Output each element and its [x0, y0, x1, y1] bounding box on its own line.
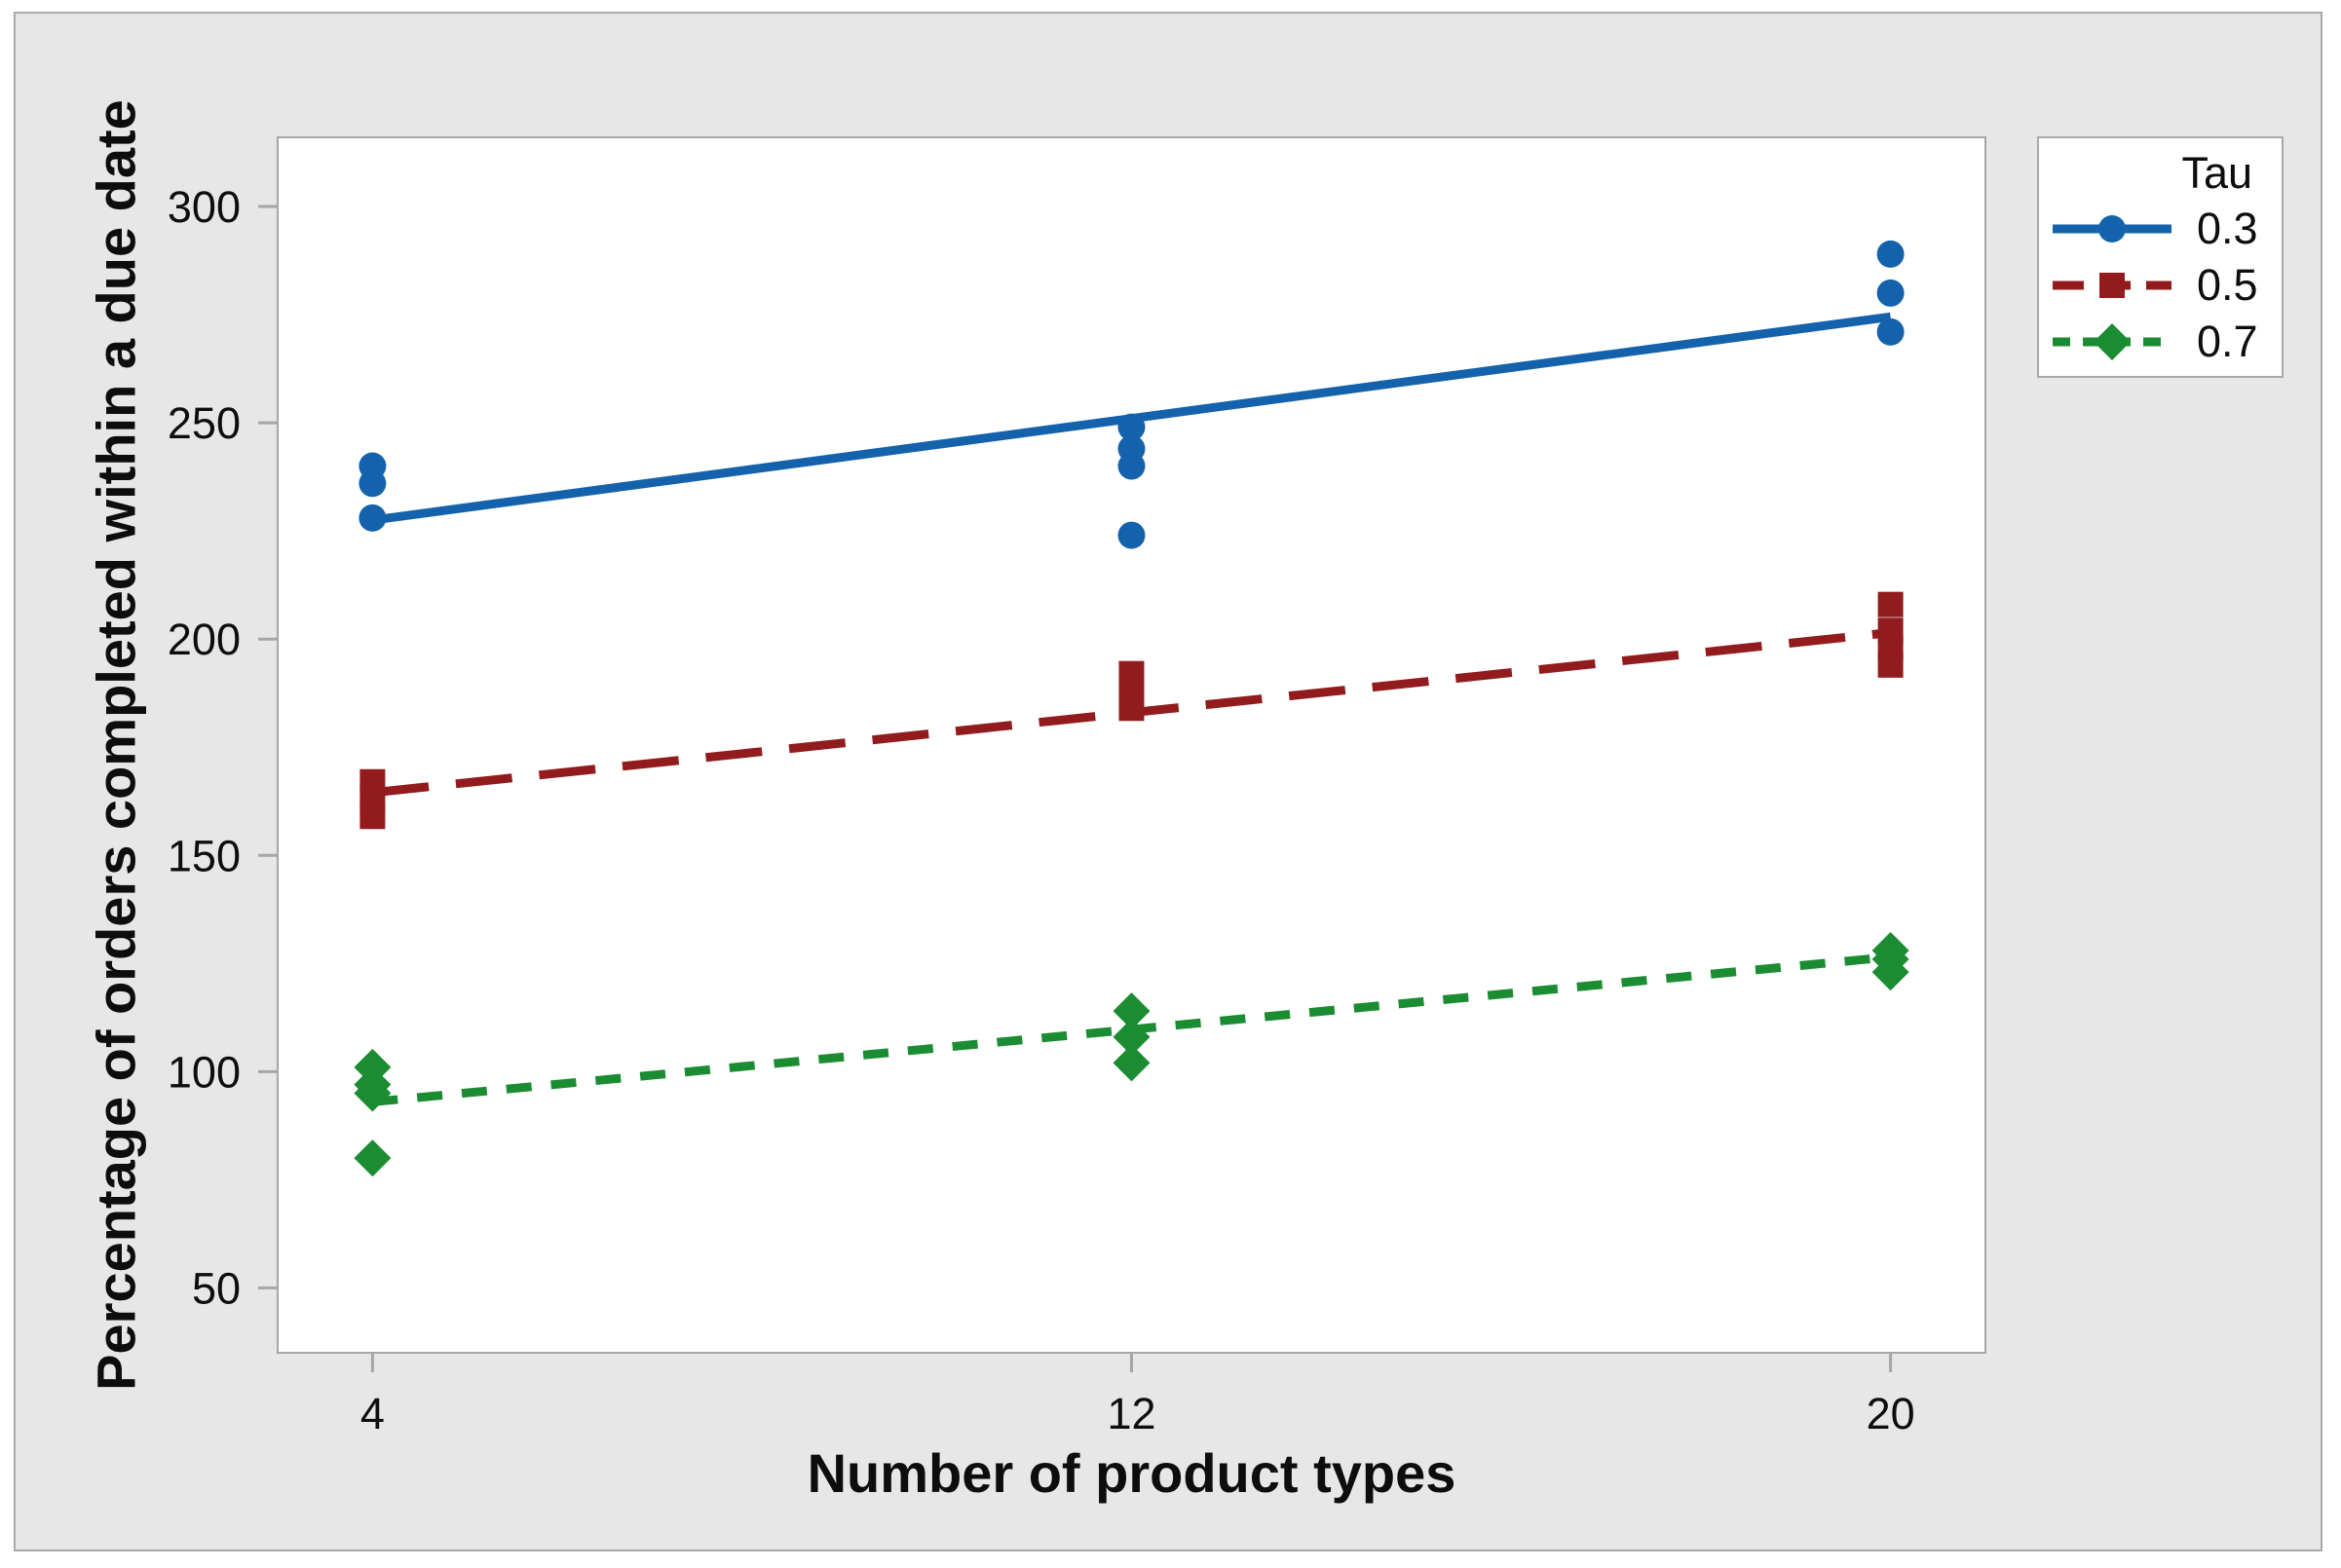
legend-title: Tau	[2181, 148, 2252, 198]
data-point-tau-0.5	[1877, 591, 1904, 617]
y-tick-label: 200	[168, 615, 241, 664]
data-point-tau-0.3	[359, 469, 387, 498]
data-point-tau-0.7	[354, 1074, 392, 1112]
data-point-tau-0.3	[1876, 279, 1905, 307]
legend-sample-marker	[2094, 323, 2131, 360]
legend-rows: 0.3 0.5 0.7	[2039, 201, 2282, 370]
data-point-tau-0.7	[354, 1139, 392, 1177]
legend-box: Tau 0.3 0.5 0.7	[2037, 136, 2284, 378]
y-tick-label: 250	[168, 398, 241, 448]
data-point-tau-0.7	[1113, 1044, 1151, 1082]
legend-line-sample	[2053, 273, 2171, 298]
y-tick-label: 300	[168, 182, 241, 232]
y-tick-label: 50	[192, 1263, 241, 1313]
legend-item-tau-0.5: 0.5	[2039, 257, 2282, 314]
data-point-tau-0.3	[1117, 413, 1146, 441]
data-point-tau-0.3	[1876, 317, 1905, 346]
chart-plot: 50 100 150 200 250 300 4 12 20	[168, 136, 1986, 1438]
figure-canvas: 50 100 150 200 250 300 4 12 20 Percentage of ord…	[14, 12, 2322, 1551]
data-point-tau-0.3	[1876, 240, 1905, 268]
x-tick-label: 4	[360, 1389, 385, 1438]
data-point-tau-0.3	[1117, 452, 1146, 480]
plot-frame	[277, 136, 1986, 1354]
data-point-tau-0.7	[1113, 1018, 1151, 1056]
data-point-tau-0.5	[359, 803, 386, 830]
legend-line-sample	[2053, 215, 2171, 243]
legend-label-tau-0.5: 0.5	[2197, 260, 2258, 310]
plot-area	[278, 137, 1985, 1353]
y-tick-label: 150	[168, 831, 241, 880]
x-tick-label: 20	[1867, 1389, 1915, 1438]
y-tick-label: 100	[168, 1047, 241, 1097]
legend-line-sample	[2053, 323, 2171, 360]
legend-item-tau-0.7: 0.7	[2039, 314, 2282, 370]
legend-label-tau-0.7: 0.7	[2197, 317, 2258, 366]
x-axis-title: Number of product types	[807, 1442, 1456, 1504]
data-point-tau-0.5	[1118, 695, 1145, 722]
data-point-tau-0.5	[1877, 652, 1904, 678]
legend-label-tau-0.3: 0.3	[2197, 204, 2258, 253]
data-point-tau-0.7	[1113, 992, 1151, 1030]
data-point-tau-0.3	[359, 504, 387, 532]
legend-item-tau-0.3: 0.3	[2039, 201, 2282, 257]
x-tick-label: 12	[1107, 1389, 1155, 1438]
y-axis-title: Percentage of orders completed within a …	[85, 99, 147, 1391]
legend-sample-marker	[2099, 273, 2125, 298]
legend-sample-marker	[2098, 215, 2126, 243]
data-point-tau-0.3	[1117, 521, 1146, 549]
data-point-tau-0.7	[1871, 953, 1909, 991]
